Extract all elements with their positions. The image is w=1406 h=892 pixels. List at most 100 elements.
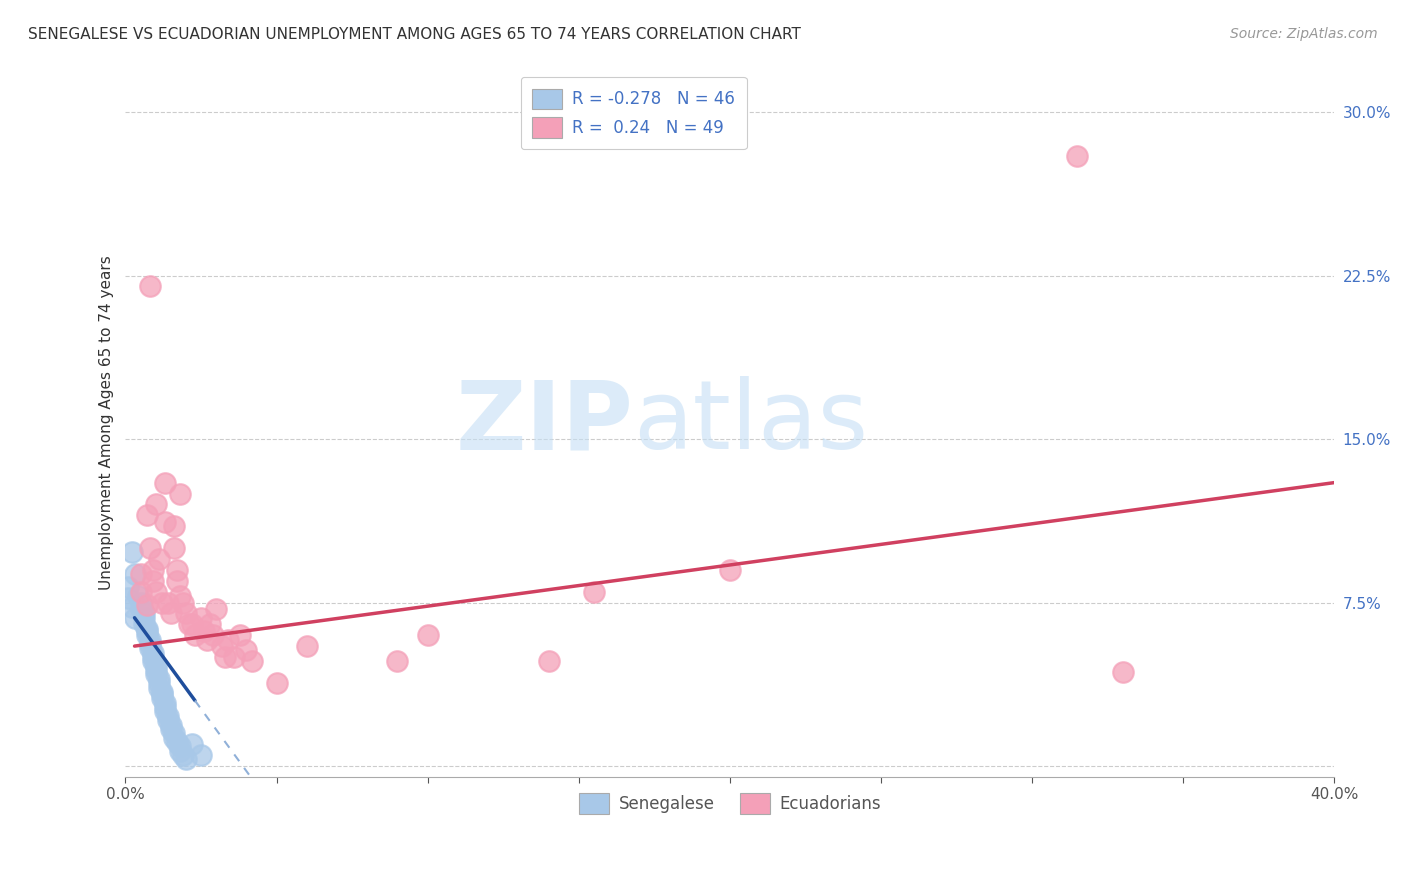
- Point: [193, 624, 215, 638]
- Point: [135, 624, 157, 638]
- Point: [153, 700, 176, 714]
- Point: [195, 632, 218, 647]
- Point: [153, 475, 176, 490]
- Point: [135, 598, 157, 612]
- Point: [537, 654, 560, 668]
- Text: SENEGALESE VS ECUADORIAN UNEMPLOYMENT AMONG AGES 65 TO 74 YEARS CORRELATION CHAR: SENEGALESE VS ECUADORIAN UNEMPLOYMENT AM…: [28, 27, 801, 42]
- Point: [224, 650, 246, 665]
- Point: [132, 617, 155, 632]
- Point: [1066, 149, 1088, 163]
- Point: [156, 709, 179, 723]
- Point: [121, 599, 143, 614]
- Point: [387, 654, 409, 668]
- Point: [202, 628, 225, 642]
- Point: [159, 722, 181, 736]
- Point: [169, 589, 191, 603]
- Point: [145, 584, 167, 599]
- Point: [198, 617, 221, 632]
- Point: [174, 752, 197, 766]
- Point: [172, 595, 194, 609]
- Point: [174, 607, 197, 621]
- Point: [166, 735, 188, 749]
- Point: [142, 574, 165, 588]
- Point: [148, 681, 170, 695]
- Point: [142, 563, 165, 577]
- Point: [582, 584, 605, 599]
- Point: [121, 545, 143, 559]
- Point: [129, 602, 152, 616]
- Point: [295, 639, 318, 653]
- Point: [145, 497, 167, 511]
- Point: [1111, 665, 1133, 680]
- Point: [163, 541, 186, 555]
- Point: [153, 696, 176, 710]
- Point: [235, 643, 257, 657]
- Point: [266, 676, 288, 690]
- Point: [135, 622, 157, 636]
- Point: [148, 552, 170, 566]
- Point: [169, 744, 191, 758]
- Point: [163, 726, 186, 740]
- Point: [148, 676, 170, 690]
- Point: [138, 637, 160, 651]
- Point: [138, 279, 160, 293]
- Point: [150, 595, 173, 609]
- Point: [211, 639, 233, 653]
- Point: [184, 628, 207, 642]
- Point: [172, 747, 194, 762]
- Point: [150, 687, 173, 701]
- Point: [145, 663, 167, 677]
- Point: [124, 611, 146, 625]
- Point: [129, 567, 152, 582]
- Point: [138, 541, 160, 555]
- Point: [169, 486, 191, 500]
- Point: [229, 628, 252, 642]
- Point: [117, 580, 139, 594]
- Point: [177, 617, 200, 632]
- Point: [181, 737, 204, 751]
- Point: [159, 607, 181, 621]
- Point: [138, 632, 160, 647]
- Point: [142, 650, 165, 665]
- Point: [217, 632, 239, 647]
- Point: [153, 705, 176, 719]
- Point: [132, 607, 155, 621]
- Legend: Senegalese, Ecuadorians: Senegalese, Ecuadorians: [567, 781, 893, 825]
- Point: [117, 591, 139, 606]
- Point: [150, 685, 173, 699]
- Point: [145, 658, 167, 673]
- Point: [132, 611, 155, 625]
- Point: [135, 628, 157, 642]
- Point: [148, 672, 170, 686]
- Point: [138, 641, 160, 656]
- Point: [124, 567, 146, 582]
- Point: [166, 574, 188, 588]
- Point: [156, 713, 179, 727]
- Point: [135, 508, 157, 523]
- Point: [166, 563, 188, 577]
- Point: [242, 654, 264, 668]
- Point: [163, 731, 186, 745]
- Point: [163, 519, 186, 533]
- Point: [718, 563, 741, 577]
- Point: [416, 628, 439, 642]
- Point: [127, 589, 149, 603]
- Point: [129, 595, 152, 609]
- Point: [129, 584, 152, 599]
- Point: [153, 515, 176, 529]
- Text: atlas: atlas: [633, 376, 869, 469]
- Point: [190, 747, 212, 762]
- Point: [205, 602, 228, 616]
- Point: [214, 650, 236, 665]
- Point: [159, 717, 181, 731]
- Y-axis label: Unemployment Among Ages 65 to 74 years: Unemployment Among Ages 65 to 74 years: [100, 255, 114, 591]
- Point: [142, 646, 165, 660]
- Text: Source: ZipAtlas.com: Source: ZipAtlas.com: [1230, 27, 1378, 41]
- Point: [142, 654, 165, 668]
- Point: [190, 611, 212, 625]
- Point: [150, 691, 173, 706]
- Point: [169, 739, 191, 754]
- Point: [145, 667, 167, 681]
- Point: [181, 617, 204, 632]
- Text: ZIP: ZIP: [456, 376, 633, 469]
